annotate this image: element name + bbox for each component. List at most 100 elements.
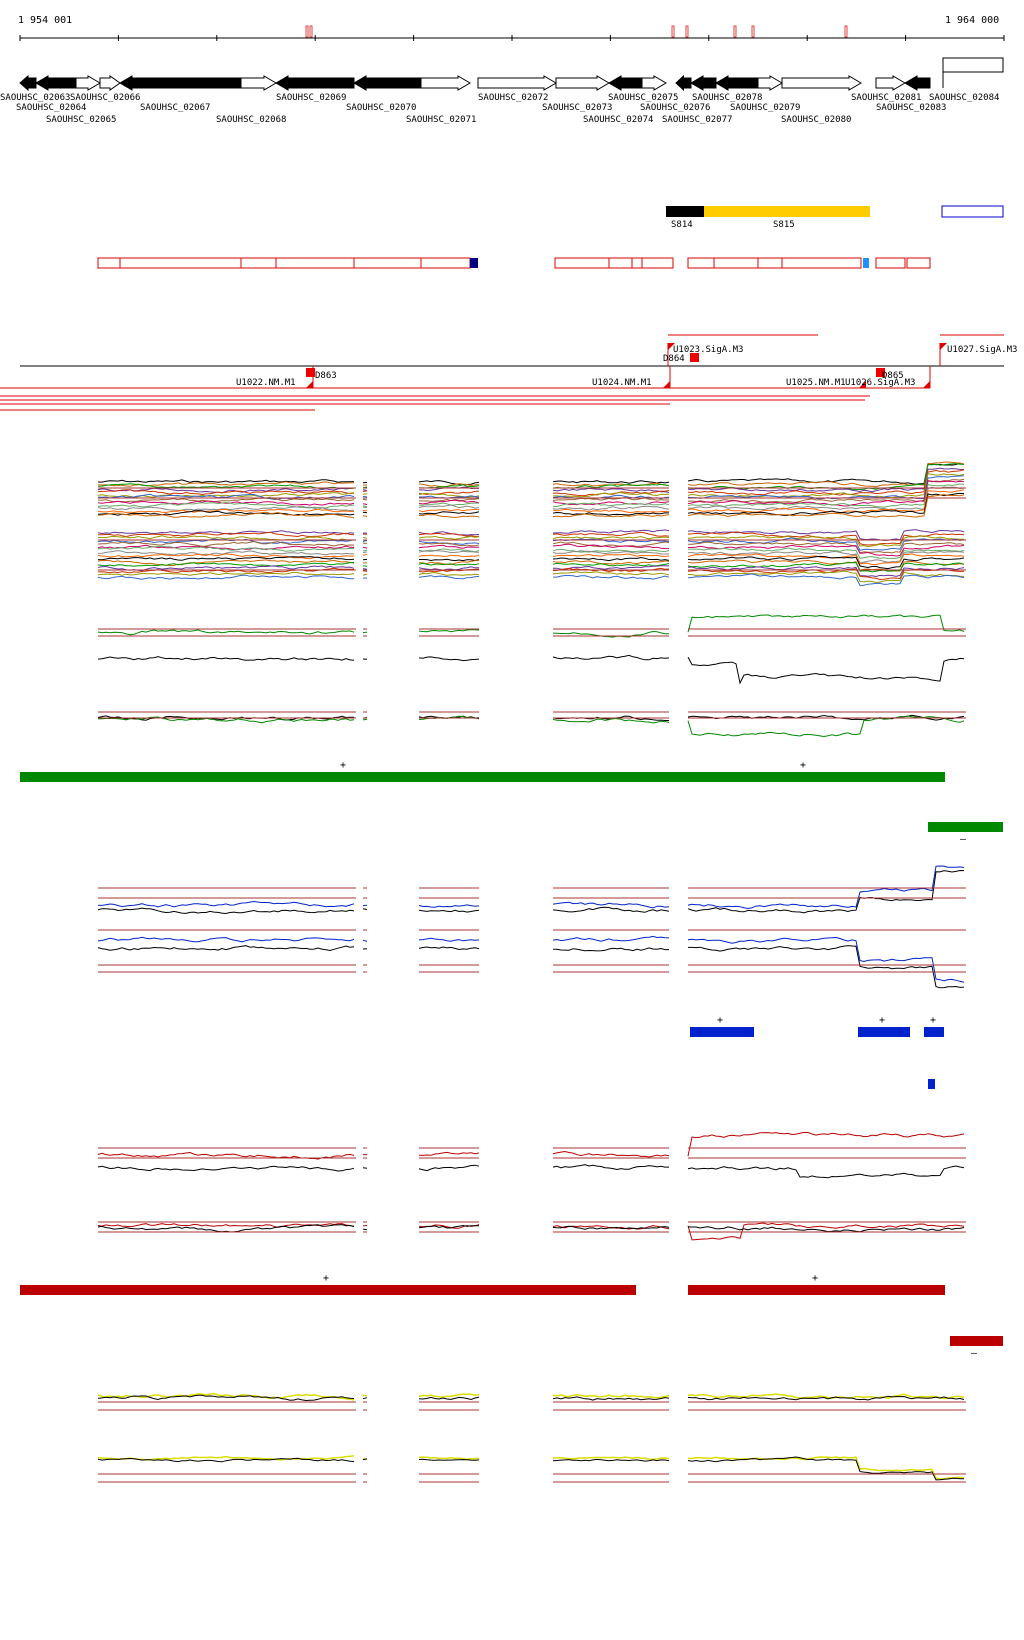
- expression-line: [97, 936, 355, 943]
- expression-line: [418, 946, 480, 951]
- transcript-segment[interactable]: [713, 257, 759, 269]
- expression-line: [418, 532, 480, 538]
- gene-arrow[interactable]: [353, 75, 422, 91]
- expression-line: [418, 904, 480, 908]
- expression-line: [687, 566, 965, 578]
- expression-line: [97, 716, 355, 724]
- expression-line: [687, 573, 965, 587]
- expression-line: [552, 556, 670, 562]
- transcript-segment[interactable]: [353, 257, 422, 269]
- expression-profile-tracks: [97, 461, 966, 1483]
- expression-line: [418, 937, 480, 942]
- transcript-segment[interactable]: [641, 257, 674, 269]
- expression-line: [97, 1455, 355, 1461]
- gene-arrow[interactable]: [19, 74, 37, 92]
- expression-line: [362, 493, 368, 495]
- gene-arrow[interactable]: [875, 75, 906, 91]
- gene-arrow[interactable]: [99, 75, 121, 91]
- expression-line: [687, 559, 965, 572]
- expression-line: [97, 561, 355, 567]
- green-minus-bar[interactable]: [928, 822, 1003, 832]
- transcript-segment[interactable]: [554, 257, 610, 269]
- green-condition-track: + + –: [20, 760, 1003, 845]
- gene-arrow[interactable]: [420, 75, 471, 91]
- transcript-segment[interactable]: [608, 257, 633, 269]
- transcript-segment[interactable]: [97, 257, 121, 269]
- gene-arrow[interactable]: [715, 75, 759, 91]
- promoter-label-u1027: U1027.SigA.M3: [947, 345, 1017, 355]
- expression-line: [688, 945, 965, 989]
- expression-line: [362, 551, 368, 554]
- transcript-segment[interactable]: [687, 257, 715, 269]
- gene-arrow[interactable]: [477, 75, 557, 91]
- gene-arrow[interactable]: [757, 75, 783, 91]
- red-plus-mark-1: +: [323, 1273, 329, 1284]
- gene-arrow[interactable]: [240, 75, 277, 91]
- gene-arrow[interactable]: [942, 57, 1004, 73]
- gene-arrow[interactable]: [690, 75, 717, 91]
- expression-line: [97, 1394, 355, 1402]
- ruler-end-label: 1 964 000: [945, 15, 999, 26]
- transcript-segment[interactable]: [757, 257, 783, 269]
- transcript-segment[interactable]: [275, 257, 355, 269]
- blue-plus-bar-1[interactable]: [690, 1027, 754, 1037]
- ruler-feature-mark: [671, 25, 675, 38]
- expression-line: [687, 570, 965, 584]
- expression-line: [552, 550, 670, 555]
- expression-line: [552, 565, 670, 570]
- expression-line: [552, 513, 670, 518]
- s-region-track: S814 S815: [666, 205, 1004, 230]
- gene-arrow[interactable]: [608, 75, 643, 91]
- expression-line: [687, 480, 965, 507]
- expression-line: [552, 480, 670, 484]
- promoter-flag-u1022: [306, 381, 313, 388]
- red-plus-bar-2[interactable]: [688, 1285, 945, 1295]
- gene-label: SAOUHSC_02078: [692, 93, 762, 103]
- red-minus-bar[interactable]: [950, 1336, 1003, 1346]
- transcript-segment[interactable]: [631, 257, 643, 269]
- transcript-segment[interactable]: [875, 257, 906, 269]
- transcript-segment[interactable]: [781, 257, 862, 269]
- expression-line: [552, 1458, 670, 1462]
- gene-arrow[interactable]: [119, 75, 242, 91]
- transcript-segment[interactable]: [906, 257, 931, 269]
- gene-arrow[interactable]: [675, 74, 692, 92]
- d865-marker[interactable]: [876, 368, 885, 377]
- gene-arrow[interactable]: [555, 75, 610, 91]
- expression-line: [687, 1393, 965, 1400]
- expression-line: [418, 1224, 480, 1229]
- promoter-flag-u1027: [940, 343, 947, 350]
- gene-arrow[interactable]: [781, 75, 862, 91]
- coordinate-ruler: 1 954 001 1 964 000: [18, 15, 1005, 41]
- expression-line: [687, 869, 965, 914]
- blue-plus-bar-2[interactable]: [858, 1027, 910, 1037]
- gene-arrow[interactable]: [275, 75, 355, 91]
- transcript-segment[interactable]: [420, 257, 471, 269]
- expression-line: [419, 558, 480, 562]
- green-plus-bar[interactable]: [20, 772, 945, 782]
- expression-line: [687, 463, 965, 491]
- expression-line: [552, 1396, 670, 1401]
- gene-label: SAOUHSC_02071: [406, 115, 476, 125]
- expression-line: [552, 935, 670, 942]
- expression-line: [687, 462, 965, 485]
- gene-arrow[interactable]: [904, 75, 931, 91]
- s815-block[interactable]: [704, 206, 870, 217]
- expression-line: [418, 504, 480, 509]
- expression-line: [418, 1393, 480, 1398]
- blue-plus-bar-3[interactable]: [924, 1027, 944, 1037]
- transcript-segment[interactable]: [119, 257, 242, 269]
- expression-line: [687, 562, 965, 573]
- gene-label: SAOUHSC_02067: [140, 103, 210, 113]
- transcript-segment[interactable]: [240, 257, 277, 269]
- expression-line: [552, 630, 669, 638]
- s814-block[interactable]: [666, 206, 704, 217]
- gene-arrow[interactable]: [75, 75, 101, 91]
- d863-marker[interactable]: [306, 368, 315, 377]
- red-plus-bar-1[interactable]: [20, 1285, 636, 1295]
- gene-arrow[interactable]: [35, 75, 77, 91]
- d864-marker[interactable]: [690, 353, 699, 362]
- expression-line: [97, 656, 355, 661]
- gene-arrow[interactable]: [641, 75, 667, 91]
- blue-minus-bar[interactable]: [928, 1079, 935, 1089]
